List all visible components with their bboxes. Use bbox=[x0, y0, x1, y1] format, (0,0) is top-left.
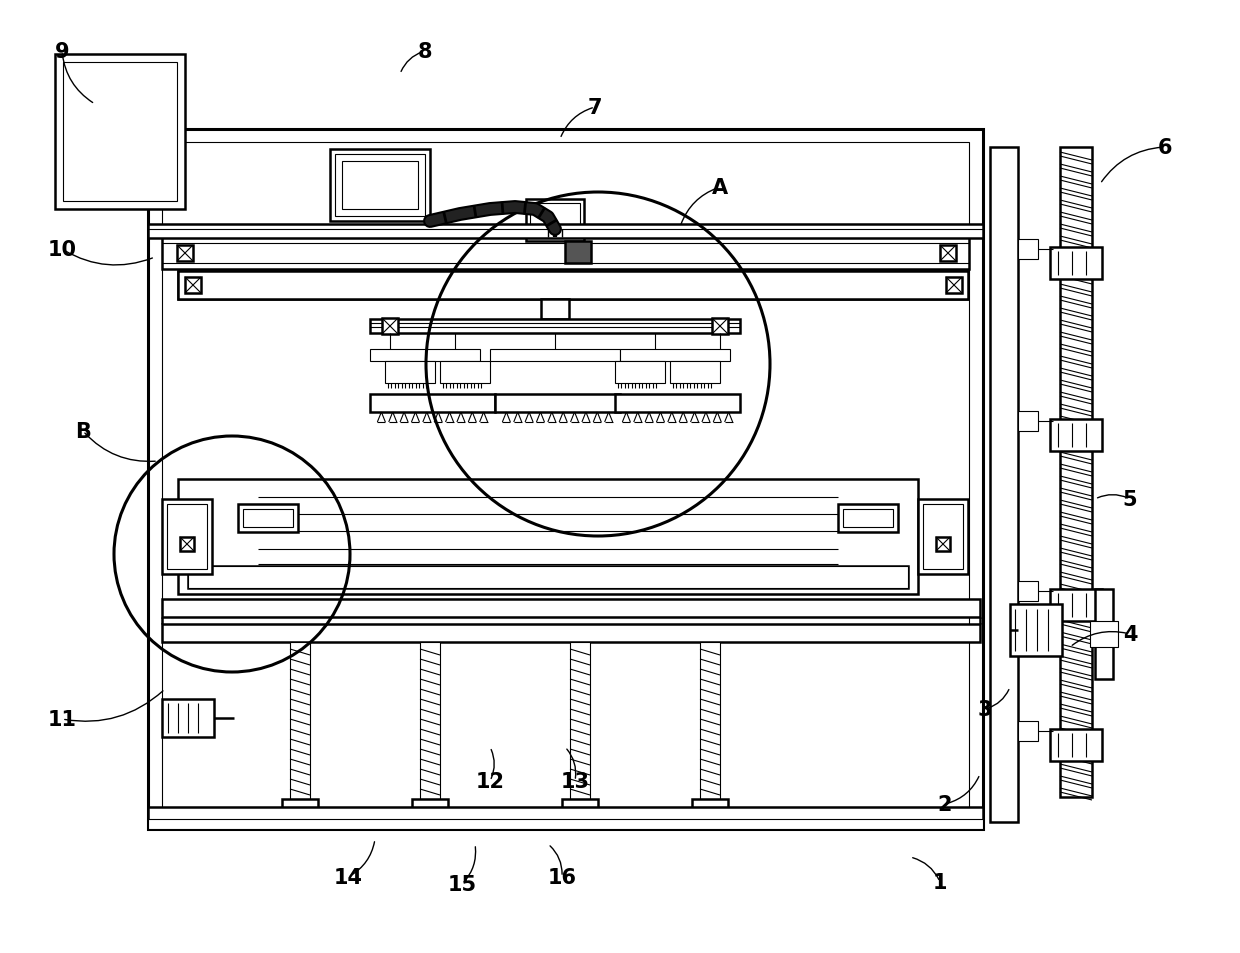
Bar bbox=[1090, 621, 1118, 647]
Bar bbox=[330, 150, 430, 222]
Bar bbox=[415, 813, 444, 821]
Bar bbox=[526, 200, 584, 242]
Bar bbox=[384, 361, 435, 384]
Bar bbox=[179, 272, 968, 299]
Bar bbox=[179, 272, 968, 299]
Text: A: A bbox=[712, 178, 728, 198]
Bar bbox=[946, 277, 962, 294]
Text: 12: 12 bbox=[475, 771, 505, 791]
Text: 16: 16 bbox=[548, 867, 577, 887]
Bar bbox=[148, 130, 983, 829]
Bar bbox=[148, 820, 983, 829]
Bar bbox=[990, 148, 1018, 822]
Bar bbox=[162, 700, 215, 738]
Bar bbox=[1018, 581, 1038, 601]
Text: 3: 3 bbox=[978, 700, 992, 720]
Text: 7: 7 bbox=[588, 98, 603, 118]
Bar bbox=[162, 237, 968, 270]
Bar bbox=[162, 499, 212, 575]
Bar bbox=[1050, 248, 1102, 280]
Text: 1: 1 bbox=[932, 872, 947, 892]
Text: 2: 2 bbox=[937, 794, 952, 814]
Bar bbox=[167, 504, 207, 569]
Bar bbox=[162, 599, 980, 618]
Bar bbox=[570, 642, 590, 800]
Bar bbox=[420, 642, 440, 800]
Bar bbox=[180, 537, 193, 552]
Bar bbox=[565, 242, 591, 264]
Text: 13: 13 bbox=[560, 771, 589, 791]
Text: 11: 11 bbox=[47, 709, 77, 729]
Bar bbox=[342, 162, 418, 210]
Bar bbox=[615, 361, 665, 384]
Text: B: B bbox=[76, 421, 91, 441]
Bar bbox=[188, 566, 908, 588]
Bar bbox=[495, 395, 620, 413]
Bar bbox=[185, 277, 201, 294]
Bar bbox=[370, 319, 740, 334]
Bar bbox=[1050, 589, 1102, 621]
Bar bbox=[620, 350, 730, 361]
Text: 6: 6 bbox=[1158, 138, 1172, 158]
Bar bbox=[440, 361, 490, 384]
Bar bbox=[370, 350, 480, 361]
Bar bbox=[162, 624, 980, 642]
Bar bbox=[188, 566, 908, 588]
Bar bbox=[562, 800, 598, 813]
Bar bbox=[382, 318, 398, 335]
Bar bbox=[1018, 240, 1038, 260]
Bar bbox=[923, 504, 963, 569]
Bar bbox=[162, 143, 968, 816]
Text: 4: 4 bbox=[1122, 624, 1137, 644]
Bar bbox=[148, 807, 983, 829]
Bar bbox=[179, 479, 918, 595]
Bar bbox=[565, 813, 594, 821]
Bar bbox=[940, 246, 956, 262]
Bar bbox=[1060, 148, 1092, 797]
Text: 5: 5 bbox=[1122, 490, 1137, 510]
Bar bbox=[55, 55, 185, 210]
Bar bbox=[148, 225, 983, 239]
Text: 9: 9 bbox=[55, 42, 69, 62]
Bar bbox=[238, 504, 298, 533]
Bar bbox=[615, 395, 740, 413]
Bar bbox=[541, 299, 569, 319]
Bar bbox=[281, 800, 317, 813]
Bar bbox=[529, 204, 580, 233]
Bar bbox=[843, 510, 893, 527]
Text: 8: 8 bbox=[418, 42, 433, 62]
Bar bbox=[290, 642, 310, 800]
Bar bbox=[670, 361, 720, 384]
Bar bbox=[63, 63, 177, 202]
Bar bbox=[696, 813, 724, 821]
Text: 15: 15 bbox=[448, 874, 476, 894]
Bar bbox=[936, 537, 950, 552]
Bar bbox=[177, 246, 193, 262]
Text: 14: 14 bbox=[334, 867, 362, 887]
Bar bbox=[1050, 729, 1102, 761]
Bar bbox=[490, 350, 620, 361]
Bar bbox=[1095, 589, 1114, 679]
Bar bbox=[1011, 604, 1061, 657]
Bar bbox=[370, 395, 495, 413]
Bar bbox=[243, 510, 293, 527]
Bar bbox=[335, 154, 425, 216]
Bar bbox=[1050, 419, 1102, 452]
Bar bbox=[838, 504, 898, 533]
Bar bbox=[692, 800, 728, 813]
Bar bbox=[286, 813, 314, 821]
Bar bbox=[918, 499, 968, 575]
Bar bbox=[712, 318, 728, 335]
Bar bbox=[1018, 412, 1038, 432]
Bar bbox=[412, 800, 448, 813]
Text: 10: 10 bbox=[47, 240, 77, 260]
Bar bbox=[1018, 721, 1038, 741]
Bar bbox=[701, 642, 720, 800]
